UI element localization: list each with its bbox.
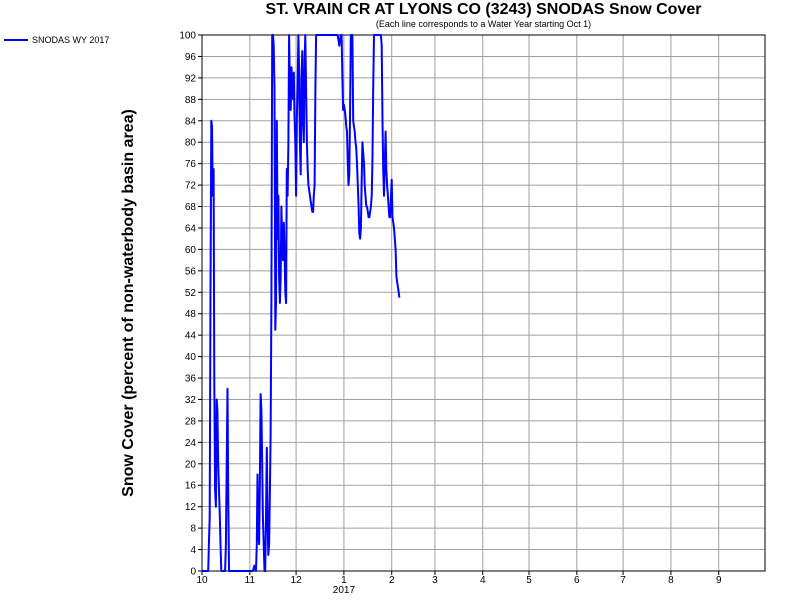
x-tick-label: 3 (432, 575, 438, 586)
series-line (202, 34, 401, 572)
y-tick-label: 0 (190, 567, 196, 578)
y-tick-label: 52 (185, 288, 197, 299)
y-tick-label: 48 (185, 309, 197, 320)
y-tick-label: 100 (179, 31, 196, 42)
y-tick-label: 24 (185, 438, 197, 449)
y-tick-label: 76 (185, 159, 197, 170)
series-layer (202, 34, 401, 572)
x-tick-label: 5 (526, 575, 532, 586)
x-tick-label: 10 (196, 575, 208, 586)
x-tick-label: 4 (480, 575, 486, 586)
x-tick-label: 1 (341, 575, 347, 586)
y-tick-label: 28 (185, 416, 197, 427)
y-tick-label: 40 (185, 352, 197, 363)
y-tick-label: 68 (185, 202, 197, 213)
x-tick-label: 6 (574, 575, 580, 586)
y-axis-ticks: 0481216202428323640444852566064687276808… (179, 31, 202, 578)
legend: SNODAS WY 2017 (4, 35, 109, 45)
y-tick-label: 72 (185, 181, 197, 192)
x-tick-label: 11 (245, 575, 256, 586)
chart-title: ST. VRAIN CR AT LYONS CO (3243) SNODAS S… (265, 1, 702, 18)
y-tick-label: 60 (185, 245, 197, 256)
y-tick-label: 8 (190, 524, 196, 535)
y-tick-label: 44 (185, 331, 197, 342)
y-tick-label: 32 (185, 395, 197, 406)
x-tick-label: 7 (620, 575, 626, 586)
x-year-label: 2017 (333, 585, 356, 596)
y-tick-label: 56 (185, 266, 197, 277)
y-tick-label: 20 (185, 459, 197, 470)
x-tick-label: 8 (668, 575, 674, 586)
y-tick-label: 92 (185, 73, 197, 84)
plot-frame (201, 34, 766, 572)
y-tick-label: 96 (185, 52, 197, 63)
x-tick-label: 2 (389, 575, 395, 586)
y-tick-label: 80 (185, 138, 197, 149)
legend-swatch (4, 39, 28, 41)
x-tick-label: 9 (716, 575, 722, 586)
y-tick-label: 4 (190, 545, 196, 556)
y-tick-label: 84 (185, 116, 197, 127)
y-tick-label: 36 (185, 374, 197, 385)
chart-subtitle: (Each line corresponds to a Water Year s… (375, 19, 592, 29)
legend-label: SNODAS WY 2017 (32, 35, 110, 45)
y-tick-label: 12 (185, 502, 197, 513)
y-tick-label: 64 (185, 223, 197, 234)
y-tick-label: 16 (185, 481, 197, 492)
x-tick-label: 12 (291, 575, 303, 586)
y-tick-label: 88 (185, 95, 197, 106)
grid-lines (202, 35, 765, 571)
